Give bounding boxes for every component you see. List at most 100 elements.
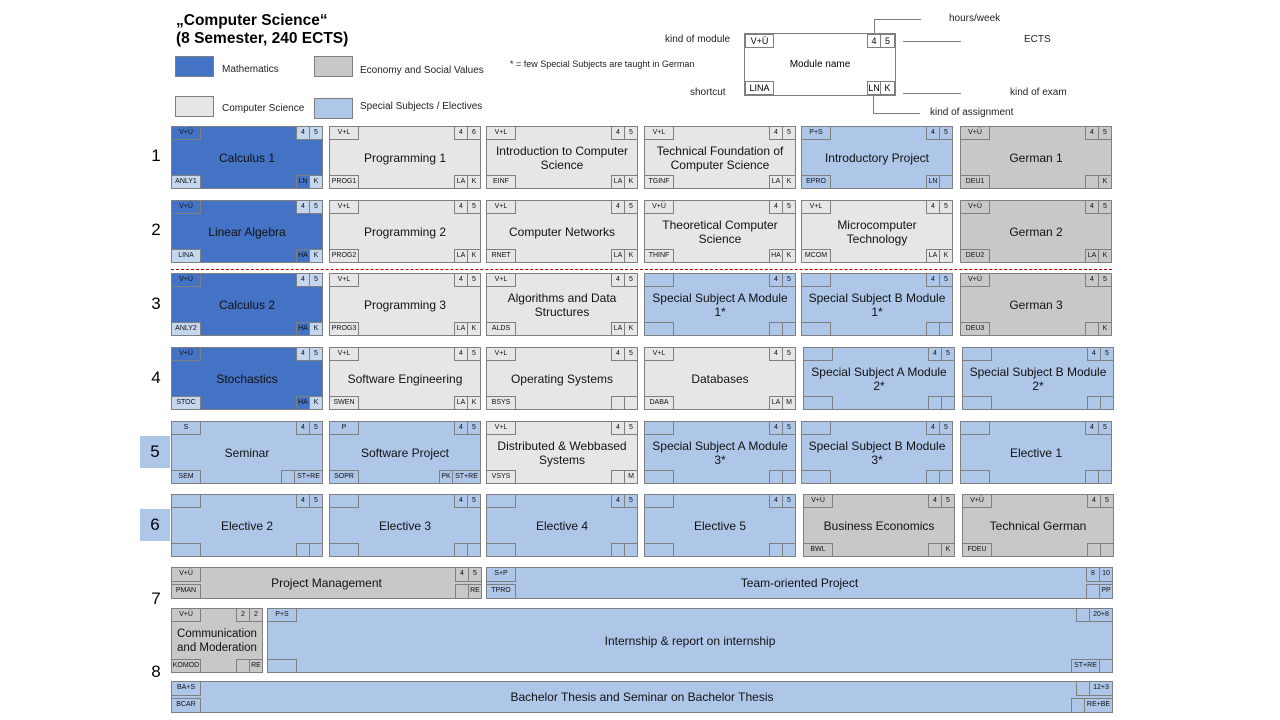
ects: 5: [624, 347, 638, 361]
module-special-subject-b-module-1[interactable]: 4 5 Special Subject B Module 1*: [801, 273, 953, 336]
module-special-subject-a-module-2[interactable]: 4 5 Special Subject A Module 2*: [803, 347, 955, 410]
module-name: Calculus 1: [218, 150, 276, 165]
module-kind: [644, 421, 674, 435]
module-kind: V+Ü: [644, 200, 674, 214]
kind-of-assignment: LA: [611, 322, 625, 336]
hours-per-week: 4: [926, 421, 940, 435]
ects: 5: [1098, 200, 1112, 214]
module-software-project[interactable]: P 4 5 SOPR PK ST+RE Software Project: [329, 421, 481, 484]
ects: 5: [309, 200, 323, 214]
module-databases[interactable]: V+L 4 5 DABA LA M Databases: [644, 347, 796, 410]
module-kind: V+Ü: [803, 494, 833, 508]
module-name: Bachelor Thesis and Seminar on Bachelor …: [510, 690, 774, 704]
module-calculus-2[interactable]: V+Ü 4 5 ANLY2 HA K Calculus 2: [171, 273, 323, 336]
module-introduction-to-computer-science[interactable]: V+L 4 5 EINF LA K Introduction to Computer Sci…: [486, 126, 638, 189]
module-shortcut: SWEN: [329, 396, 359, 410]
module-shortcut: ANLY2: [171, 322, 201, 336]
module-project-management[interactable]: V+Ü 4 5 PMAN RE Project Management: [171, 567, 482, 599]
module-algorithms-and-data-structures[interactable]: V+L 4 5 ALDS LA K Algorithms and Data Structur…: [486, 273, 638, 336]
ref-label-kind-of-module: kind of module: [665, 34, 731, 45]
kind-of-exam: [782, 322, 796, 336]
module-seminar[interactable]: S 4 5 SEM ST+RE Seminar: [171, 421, 323, 484]
ects: 5: [467, 273, 481, 287]
module-programming-2[interactable]: V+L 4 5 PROG2 LA K Programming 2: [329, 200, 481, 263]
ects: 12+3: [1089, 681, 1113, 696]
module-special-subject-a-module-1[interactable]: 4 5 Special Subject A Module 1*: [644, 273, 796, 336]
module-communication-and-moderation[interactable]: V+Ü 2 2 KOMOD RE Communication and Moderation: [171, 608, 263, 673]
module-introductory-project[interactable]: P+S 4 5 EPRO LN Introductory Project: [801, 126, 953, 189]
module-name: Business Economics: [823, 518, 935, 533]
module-german-3[interactable]: V+Ü 4 5 DEU3 K German 3: [960, 273, 1112, 336]
ects: 5: [468, 567, 482, 582]
kind-of-assignment: HA: [296, 249, 310, 263]
module-elective-2[interactable]: 4 5 Elective 2: [171, 494, 323, 557]
hours-per-week: 4: [296, 273, 310, 287]
module-calculus-1[interactable]: V+Ü 4 5 ANLY1 LN K Calculus 1: [171, 126, 323, 189]
legend-label-special: Special Subjects / Electives: [360, 101, 483, 112]
module-shortcut: PROG2: [329, 249, 359, 263]
hours-per-week: 4: [296, 347, 310, 361]
hours-per-week: 4: [1087, 494, 1101, 508]
kind-of-assignment: LA: [1085, 249, 1099, 263]
hours-per-week: 4: [296, 494, 310, 508]
module-programming-1[interactable]: V+L 4 6 PROG1 LA K Programming 1: [329, 126, 481, 189]
module-operating-systems[interactable]: V+L 4 5 BSYS Operating Systems: [486, 347, 638, 410]
module-name: Introductory Project: [824, 150, 930, 165]
module-kind: V+L: [329, 347, 359, 361]
module-name: Stochastics: [216, 371, 278, 386]
module-name: Microcomputer Technology: [837, 217, 917, 246]
module-german-2[interactable]: V+Ü 4 5 DEU2 LA K German 2: [960, 200, 1112, 263]
hours-per-week: 4: [611, 494, 625, 508]
module-german-1[interactable]: V+Ü 4 5 DEU1 K German 1: [960, 126, 1112, 189]
ects: 2: [249, 608, 263, 622]
module-linear-algebra[interactable]: V+Ü 4 5 LINA HA K Linear Algebra: [171, 200, 323, 263]
module-microcomputer-technology[interactable]: V+L 4 5 MCOM LA K Microcomputer Technology: [801, 200, 953, 263]
module-technical-foundation-of-computer-science[interactable]: V+L 4 5 TGINF LA K Technical Foundation of Com…: [644, 126, 796, 189]
module-technical-german[interactable]: V+Ü 4 5 FDEU Technical German: [962, 494, 1114, 557]
divider-dashed: [171, 269, 1112, 270]
legend-swatch-economy: [314, 56, 353, 77]
module-elective-5[interactable]: 4 5 Elective 5: [644, 494, 796, 557]
ref-label-ects: ECTS: [1024, 34, 1051, 45]
module-kind: V+Ü: [171, 347, 201, 361]
kind-of-assignment: ST+RE: [1071, 659, 1100, 673]
hours-per-week: 4: [926, 273, 940, 287]
module-kind: V+Ü: [171, 200, 201, 214]
kind-of-assignment: LN: [926, 175, 940, 189]
kind-of-exam: ST+RE: [294, 470, 323, 484]
kind-of-exam: K: [939, 249, 953, 263]
module-programming-3[interactable]: V+L 4 5 PROG3 LA K Programming 3: [329, 273, 481, 336]
module-software-engineering[interactable]: V+L 4 5 SWEN LA K Software Engineering: [329, 347, 481, 410]
module-elective-1[interactable]: 4 5 Elective 1: [960, 421, 1112, 484]
hours-per-week: 4: [769, 421, 783, 435]
kind-of-assignment: [1085, 175, 1099, 189]
module-name: Elective 5: [693, 518, 747, 533]
module-elective-4[interactable]: 4 5 Elective 4: [486, 494, 638, 557]
module-name: Technical German: [989, 518, 1087, 533]
legend-label-mathematics: Mathematics: [222, 64, 279, 75]
module-special-subject-b-module-3[interactable]: 4 5 Special Subject B Module 3*: [801, 421, 953, 484]
module-kind: V+Ü: [171, 608, 201, 622]
module-kind: V+L: [486, 421, 516, 435]
hours-per-week: 4: [1087, 347, 1101, 361]
module-computer-networks[interactable]: V+L 4 5 RNET LA K Computer Networks: [486, 200, 638, 263]
ects: 5: [467, 421, 481, 435]
module-distributed-webbased-systems[interactable]: V+L 4 5 VSYS M Distributed & Webbased Systems: [486, 421, 638, 484]
module-kind: [801, 421, 831, 435]
kind-of-exam: [939, 322, 953, 336]
module-stochastics[interactable]: V+Ü 4 5 STOC HA K Stochastics: [171, 347, 323, 410]
module-name: Linear Algebra: [208, 224, 286, 239]
module-internship-report-on-internship[interactable]: P+S 20+8 ST+RE Internship & report on inter…: [267, 608, 1113, 673]
kind-of-assignment: [1085, 322, 1099, 336]
module-theoretical-computer-science[interactable]: V+Ü 4 5 THINF HA K Theoretical Computer Scienc…: [644, 200, 796, 263]
module-special-subject-a-module-3[interactable]: 4 5 Special Subject A Module 3*: [644, 421, 796, 484]
module-business-economics[interactable]: V+Ü 4 5 BWL K Business Economics: [803, 494, 955, 557]
hours-per-week: 4: [296, 421, 310, 435]
ects: 5: [941, 347, 955, 361]
module-name: Theoretical Computer Science: [662, 217, 778, 246]
module-team-oriented-project[interactable]: S+P 8 10 TPRO PP Team-oriented Project: [486, 567, 1113, 599]
module-bachelor-thesis-and-seminar-on-bachelor-thesis[interactable]: BA+S 12+3 BCAR RE+BE Bachelor Thesis and Sem…: [171, 681, 1113, 713]
module-special-subject-b-module-2[interactable]: 4 5 Special Subject B Module 2*: [962, 347, 1114, 410]
module-elective-3[interactable]: 4 5 Elective 3: [329, 494, 481, 557]
hours-per-week: 4: [611, 421, 625, 435]
